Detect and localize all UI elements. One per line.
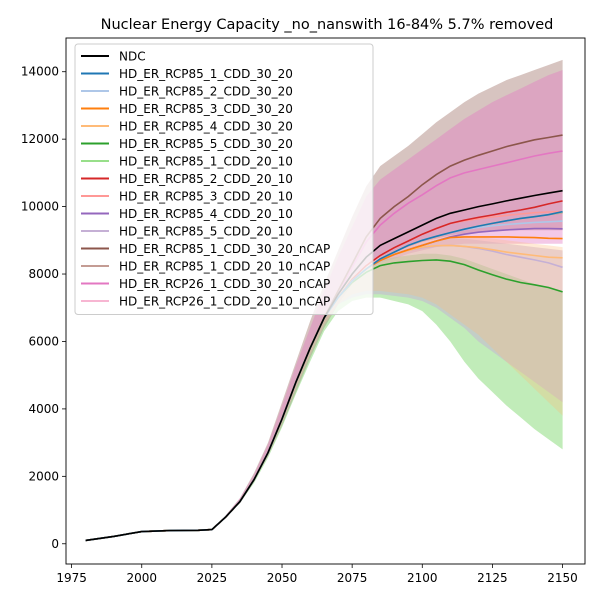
legend-label-5: HD_ER_RCP85_5_CDD_30_20 (119, 137, 293, 151)
legend-label-3: HD_ER_RCP85_3_CDD_30_20 (119, 102, 293, 116)
legend-label-9: HD_ER_RCP85_4_CDD_20_10 (119, 207, 293, 221)
legend-label-12: HD_ER_RCP85_1_CDD_20_10_nCAP (119, 260, 330, 274)
x-tick-label-2: 2025 (197, 571, 228, 585)
legend-label-0: NDC (119, 50, 146, 64)
x-tick-label-5: 2100 (407, 571, 438, 585)
x-tick-label-7: 2150 (547, 571, 578, 585)
legend-label-14: HD_ER_RCP26_1_CDD_20_10_nCAP (119, 295, 330, 309)
legend-label-7: HD_ER_RCP85_2_CDD_20_10 (119, 172, 293, 186)
y-tick-label-7: 14000 (21, 65, 59, 79)
y-tick-label-0: 0 (51, 537, 59, 551)
band-4 (85, 235, 563, 541)
x-tick-label-0: 1975 (56, 571, 87, 585)
x-tick-label-1: 2000 (126, 571, 157, 585)
axes: 1975 2000 2025 2050 2075 2100 2125 2150 0 2000 400… (21, 37, 586, 585)
plot-frame (65, 37, 586, 565)
legend-label-10: HD_ER_RCP85_5_CDD_20_10 (119, 225, 293, 239)
legend-label-1: HD_ER_RCP85_1_CDD_30_20 (119, 67, 293, 81)
band-3 (85, 238, 563, 541)
y-tick-label-3: 6000 (28, 334, 59, 348)
legend: NDC HD_ER_RCP85_1_CDD_30_20 HD_ER_RCP85_2_… (74, 43, 374, 315)
y-tick-label-5: 10000 (21, 200, 59, 214)
legend-box (74, 43, 374, 315)
legend-label-6: HD_ER_RCP85_1_CDD_20_10 (119, 155, 293, 169)
legend-label-8: HD_ER_RCP85_3_CDD_20_10 (119, 190, 293, 204)
band-2 (85, 253, 563, 541)
legend-label-2: HD_ER_RCP85_2_CDD_30_20 (119, 85, 293, 99)
x-tick-label-4: 2075 (337, 571, 368, 585)
y-tick-label-1: 2000 (28, 469, 59, 483)
y-tick-label-2: 4000 (28, 402, 59, 416)
x-tick-label-3: 2050 (267, 571, 298, 585)
legend-label-11: HD_ER_RCP85_1_CDD_30_20_nCAP (119, 242, 330, 256)
y-tick-label-4: 8000 (28, 267, 59, 281)
legend-label-4: HD_ER_RCP85_4_CDD_30_20 (119, 120, 293, 134)
y-tick-label-6: 12000 (21, 132, 59, 146)
legend-label-13: HD_ER_RCP26_1_CDD_30_20_nCAP (119, 277, 330, 291)
chart-title: Nuclear Energy Capacity _no_nanswith 16-… (101, 17, 554, 33)
x-tick-label-6: 2125 (477, 571, 508, 585)
